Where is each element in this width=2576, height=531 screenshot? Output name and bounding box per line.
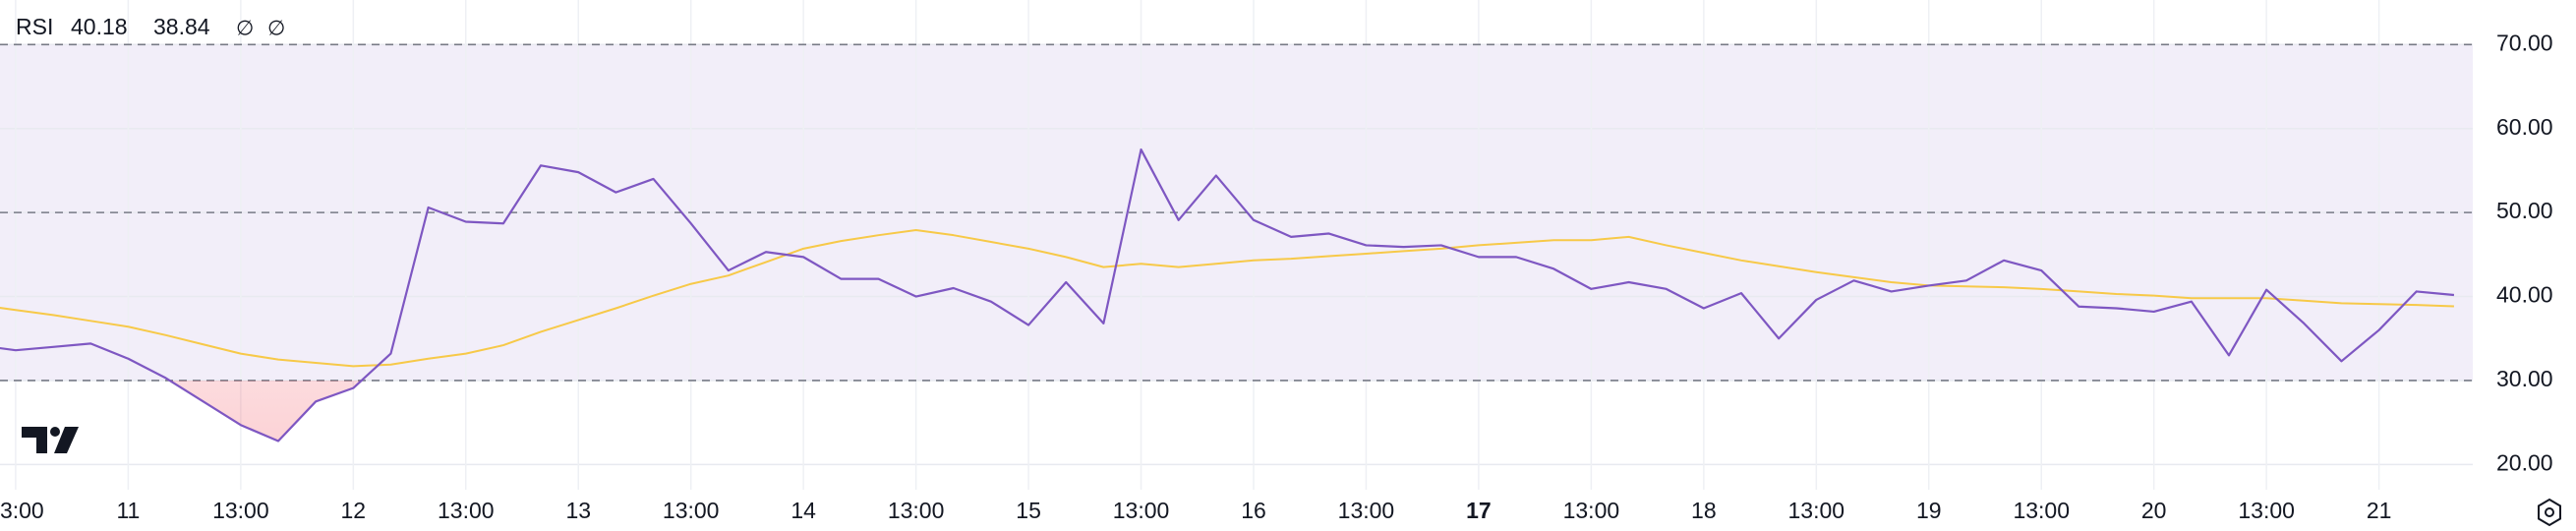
x-tick-label: 13:00 [1563,498,1620,523]
grid [0,0,2473,490]
x-tick-label: 13:00 [2238,498,2295,523]
legend: RSI 40.18 38.84 ∅ ∅ [16,14,285,39]
x-tick-label: 13:00 [888,498,945,523]
y-tick-label: 50.00 [2496,198,2553,223]
settings-icon[interactable] [2538,498,2561,527]
y-tick-label: 40.00 [2496,282,2553,308]
x-tick-label: 20 [2141,498,2167,523]
x-tick-label: 13:00 [438,498,495,523]
x-tick-label: 13:00 [663,498,720,523]
logo [22,427,79,453]
legend-symbol: ∅ [236,18,254,40]
indicator-name: RSI [16,14,53,39]
x-tick-label: 13:00 [1113,498,1170,523]
x-tick-label: 12 [341,498,367,523]
axes: 20.00 30.00 40.00 50.00 60.00 70.00 13:00 11 13:… [0,30,2553,523]
y-tick-label: 20.00 [2496,449,2553,475]
x-tick-label: 19 [1916,498,1942,523]
x-tick-label: 18 [1691,498,1717,523]
series-line [0,229,2454,368]
oversold-fill [0,380,2454,442]
y-tick-label: 30.00 [2496,366,2553,391]
y-tick-label: 60.00 [2496,114,2553,140]
legend-value: 40.18 [71,14,128,39]
y-tick-label: 70.00 [2496,30,2553,55]
legend-value: 38.84 [153,14,210,39]
x-tick-label: 13:00 [1338,498,1395,523]
x-tick-label: 13:00 [2013,498,2070,523]
series-line [0,148,2455,442]
x-tick-label: 11 [116,498,140,523]
x-tick-label: 17 [1466,498,1492,523]
plot-area [0,148,2455,442]
legend-symbol: ∅ [267,18,285,40]
x-tick-label: 13:00 [1788,498,1845,523]
x-tick-label: 14 [790,498,816,523]
x-tick-label: 15 [1016,498,1041,523]
x-tick-label: 16 [1241,498,1266,523]
x-tick-label: 13:00 [0,498,44,523]
x-tick-label: 21 [2367,498,2392,523]
x-tick-label: 13:00 [212,498,269,523]
x-tick-label: 13 [565,498,591,523]
